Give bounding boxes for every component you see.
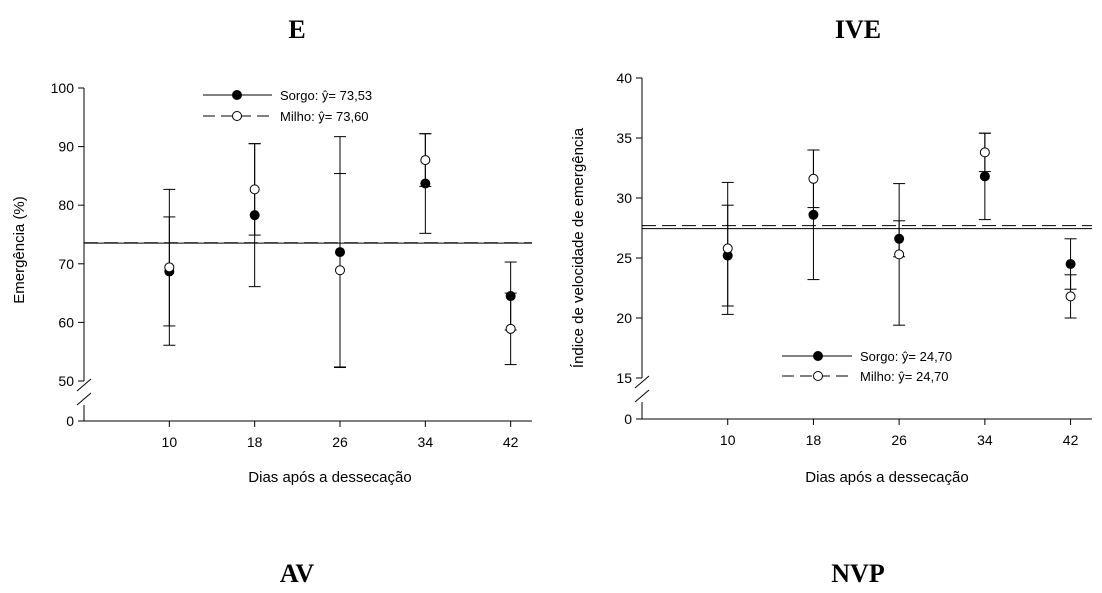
y-tick-label: 100 (51, 80, 75, 96)
chart-title-ive: IVE (835, 15, 881, 44)
legend-marker-sorgo (232, 90, 242, 100)
data-point-sorgo (249, 210, 260, 221)
y-tick-label: 40 (616, 70, 632, 86)
data-point-sorgo (420, 178, 431, 189)
data-point-milho (505, 323, 516, 334)
y-tick-label: 15 (616, 370, 632, 386)
chart-emergencia: E Dias após a dessecação Emergência (%) … (11, 15, 532, 486)
y-tick-label: 0 (624, 411, 632, 427)
data-point-sorgo (335, 247, 345, 258)
data-point-sorgo (894, 233, 905, 244)
data-point-milho (894, 249, 905, 260)
legend-label-sorgo: Sorgo: ŷ= 24,70 (860, 349, 952, 364)
axis-break-mark (634, 389, 650, 403)
data-point-milho (420, 155, 431, 166)
data-point-milho (722, 243, 733, 254)
y-axis-label-e: Emergência (%) (11, 196, 28, 304)
data-point-milho (335, 265, 345, 276)
y-axis-label-ive: Índice de velocidade de emergência (570, 127, 587, 368)
legend-label-milho: Milho: ŷ= 24,70 (860, 369, 949, 384)
y-tick-label: 0 (66, 413, 74, 429)
legend-marker-milho (813, 371, 823, 381)
x-axis-label-ive: Dias após a dessecação (805, 469, 968, 486)
x-tick-label: 10 (720, 432, 736, 448)
y-tick-label: 60 (58, 314, 74, 330)
y-tick-label: 70 (58, 256, 74, 272)
data-point-sorgo (505, 291, 516, 302)
legend-marker-sorgo (813, 351, 823, 361)
y-tick-label: 20 (616, 310, 632, 326)
y-tick-label: 25 (616, 250, 632, 266)
chart-ive: IVE Dias após a dessecação Índice de vel… (570, 15, 1092, 486)
y-tick-label: 80 (58, 197, 74, 213)
y-tick-label: 35 (616, 130, 632, 146)
y-tick-label: 90 (58, 139, 74, 155)
data-point-sorgo (1065, 259, 1076, 269)
data-point-milho (1065, 291, 1076, 302)
x-tick-label: 26 (891, 432, 907, 448)
x-tick-label: 34 (977, 432, 993, 448)
panel-title-av: AV (280, 559, 314, 588)
chart-title-e: E (288, 15, 305, 44)
axis-break-mark (634, 375, 650, 389)
panel-title-nvp: NVP (831, 559, 885, 588)
x-tick-label: 10 (162, 434, 178, 450)
data-point-milho (808, 173, 819, 184)
axis-break-mark (76, 392, 92, 406)
y-tick-label: 50 (58, 373, 74, 389)
x-tick-label: 34 (418, 434, 434, 450)
x-tick-label: 42 (1063, 432, 1079, 448)
legend-label-milho: Milho: ŷ= 73,60 (280, 109, 369, 124)
data-point-milho (164, 262, 175, 273)
x-tick-label: 26 (332, 434, 348, 450)
legend-marker-milho (232, 111, 242, 121)
x-tick-label: 18 (247, 434, 263, 450)
y-tick-label: 30 (616, 190, 632, 206)
axis-break-mark (76, 378, 92, 392)
x-axis-label-e: Dias após a dessecação (248, 469, 411, 486)
x-tick-label: 42 (503, 434, 519, 450)
data-point-milho (249, 184, 260, 195)
data-point-sorgo (979, 171, 990, 182)
data-point-milho (979, 147, 990, 158)
data-point-sorgo (808, 209, 819, 220)
legend-label-sorgo: Sorgo: ŷ= 73,53 (280, 88, 372, 103)
x-tick-label: 18 (806, 432, 822, 448)
